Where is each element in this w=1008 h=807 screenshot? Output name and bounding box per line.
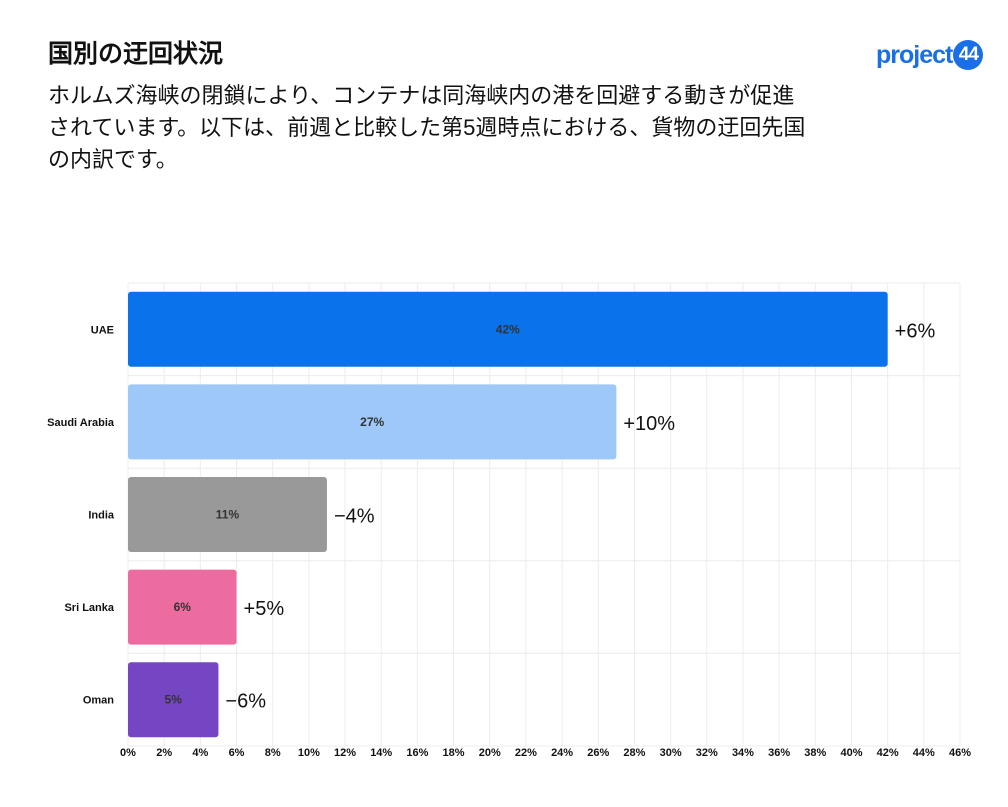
x-tick-label: 10% [298, 747, 320, 759]
bar-uae [128, 291, 888, 367]
change-label: +10% [623, 413, 675, 435]
x-tick-label: 16% [406, 747, 428, 759]
change-label: −4% [334, 506, 375, 528]
x-tick-label: 8% [265, 747, 281, 759]
bar-india [128, 477, 327, 552]
x-tick-label: 32% [696, 747, 718, 759]
x-tick-label: 44% [913, 747, 935, 759]
x-tick-label: 14% [370, 747, 392, 759]
x-tick-label: 42% [877, 747, 899, 759]
change-label: +6% [895, 320, 936, 342]
category-label: Oman [83, 695, 114, 707]
x-tick-label: 46% [949, 747, 971, 759]
value-label: 11% [216, 508, 240, 522]
value-label: 6% [174, 600, 192, 614]
bar-oman [128, 662, 219, 738]
project44-logo: project 44 [876, 40, 984, 70]
change-label: +5% [244, 598, 285, 620]
category-label: India [88, 510, 115, 522]
x-tick-label: 2% [156, 747, 172, 759]
x-tick-label: 24% [551, 747, 573, 759]
x-tick-label: 12% [334, 747, 356, 759]
category-label: Saudi Arabia [47, 417, 115, 429]
value-label: 27% [360, 415, 384, 429]
x-tick-label: 4% [192, 747, 208, 759]
value-label: 42% [496, 322, 520, 336]
x-tick-label: 6% [229, 747, 245, 759]
x-tick-label: 20% [479, 747, 501, 759]
logo-badge: 44 [953, 40, 984, 70]
change-label: −6% [225, 691, 266, 713]
page-title: 国別の迂回状況 [48, 40, 224, 68]
logo-text: project [876, 40, 953, 69]
description: ホルムズ海峡の閉鎖により、コンテナは同海峡内の港を回避する動きが促進されています… [48, 83, 806, 172]
x-tick-label: 22% [515, 747, 537, 759]
x-tick-label: 34% [732, 747, 754, 759]
x-tick-label: 38% [804, 747, 826, 759]
category-label: UAE [91, 324, 114, 336]
x-tick-label: 36% [768, 747, 790, 759]
category-label: Sri Lanka [64, 602, 114, 614]
x-tick-label: 0% [120, 747, 136, 759]
x-tick-label: 18% [443, 747, 465, 759]
value-label: 5% [165, 693, 183, 707]
bar-saudi-arabia [128, 384, 617, 460]
x-tick-label: 30% [660, 747, 682, 759]
x-tick-label: 40% [840, 747, 862, 759]
x-tick-label: 28% [623, 747, 645, 759]
bar-sri-lanka [128, 569, 237, 645]
x-tick-label: 26% [587, 747, 609, 759]
